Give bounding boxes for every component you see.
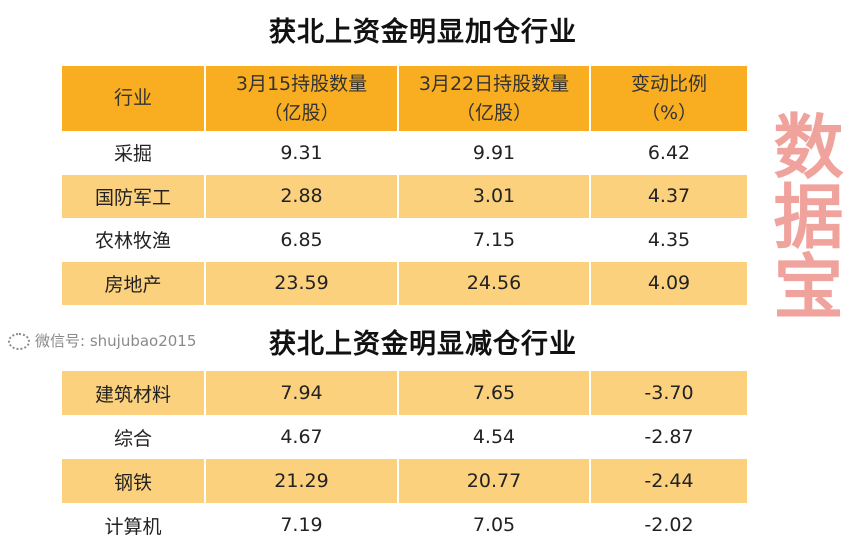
wechat-icon: [8, 333, 30, 350]
cell: 7.94: [205, 371, 399, 415]
table-row: 国防军工 2.88 3.01 4.37: [62, 174, 747, 218]
decrease-table: 建筑材料 7.94 7.65 -3.70 综合 4.67 4.54 -2.87 钢铁 21.2…: [62, 371, 747, 547]
cell: 2.88: [205, 174, 399, 218]
cell: 6.85: [205, 218, 399, 262]
cell: 国防军工: [62, 174, 206, 218]
cell: -2.02: [644, 514, 694, 536]
increase-table: 行业 3月15持股数量 （亿股） 3月22日持股数量 （亿股） 变动比例 （%） 采掘…: [62, 66, 747, 305]
cell: 9.31: [205, 131, 399, 175]
cell: 4.35: [647, 228, 691, 251]
cell: 20.77: [398, 459, 591, 503]
cell: 24.56: [398, 261, 591, 305]
cell: -3.70: [590, 371, 747, 415]
table-row: 采掘 9.31 9.91 6.42: [62, 131, 747, 175]
cell: 采掘: [62, 131, 206, 175]
header-mar15: 3月15持股数量 （亿股）: [205, 66, 399, 131]
header-mar22: 3月22日持股数量 （亿股）: [398, 66, 591, 131]
section2-title: 获北上资金明显减仓行业: [269, 329, 577, 360]
cell: 7.15: [398, 218, 591, 262]
wechat-id: 微信号: shujubao2015: [35, 332, 197, 350]
table-row: 计算机 7.19 7.05 -2.02: [62, 503, 747, 547]
section1-title: 获北上资金明显加仓行业: [269, 17, 577, 48]
cell: 计算机: [62, 503, 206, 547]
cell: -2.44: [590, 459, 747, 503]
cell: 钢铁: [62, 459, 206, 503]
cell: 综合: [62, 415, 206, 459]
cell: 4.67: [205, 415, 399, 459]
cell: 7.19: [205, 503, 399, 547]
cell: 房地产: [62, 261, 206, 305]
cell: 6.42: [647, 141, 691, 164]
cell: 4.37: [590, 174, 747, 218]
watermark: 数据宝: [762, 110, 844, 320]
table-row: 综合 4.67 4.54 -2.87: [62, 415, 747, 459]
table-row: 房地产 23.59 24.56 4.09: [62, 261, 747, 305]
cell: 9.91: [398, 131, 591, 175]
cell: 农林牧渔: [62, 218, 206, 262]
cell: 23.59: [205, 261, 399, 305]
cell: 建筑材料: [62, 371, 206, 415]
cell: 4.09: [590, 261, 747, 305]
cell: 7.05: [398, 503, 591, 547]
header-industry: 行业: [62, 66, 206, 131]
cell: 3.01: [398, 174, 591, 218]
header-change: 变动比例 （%）: [590, 66, 747, 131]
cell: 7.65: [398, 371, 591, 415]
cell: 21.29: [205, 459, 399, 503]
header-row: 行业 3月15持股数量 （亿股） 3月22日持股数量 （亿股） 变动比例 （%）: [62, 66, 747, 131]
table-row: 农林牧渔 6.85 7.15 4.35: [62, 218, 747, 262]
cell: -2.87: [644, 426, 694, 448]
table-row: 钢铁 21.29 20.77 -2.44: [62, 459, 747, 503]
cell: 4.54: [398, 415, 591, 459]
table-row: 建筑材料 7.94 7.65 -3.70: [62, 371, 747, 415]
wechat-watermark: 微信号: shujubao2015: [8, 330, 196, 351]
